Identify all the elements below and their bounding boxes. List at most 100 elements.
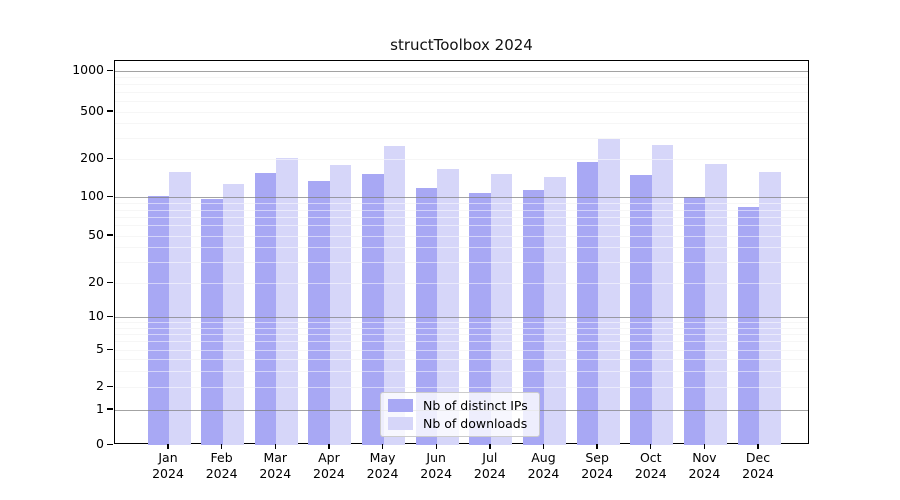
bar-distinct-ips-jan [147, 196, 169, 445]
gridline-major [115, 71, 808, 73]
bar-distinct-ips-oct [630, 175, 652, 445]
x-tick-mark [542, 444, 545, 449]
bar-distinct-ips-jun [415, 188, 438, 445]
gridline-minor-overlay [115, 247, 808, 249]
x-tick-mark [703, 444, 706, 449]
gridline-minor-overlay [115, 322, 808, 324]
gridline-minor-overlay [115, 203, 808, 205]
y-tick-mark [107, 281, 113, 283]
gridline-minor-overlay [115, 91, 808, 93]
y-tick-label-1000: 1000 [72, 62, 104, 78]
gridline-minor-overlay [115, 216, 808, 218]
x-tick-mark [274, 444, 276, 449]
y-tick-label-50: 50 [88, 226, 104, 242]
bar-downloads-oct [651, 144, 674, 445]
bar-distinct-ips-mar [254, 173, 277, 445]
legend-swatch-downloads [388, 417, 413, 430]
x-tick-label-nov: Nov 2024 [688, 450, 721, 481]
y-tick-label-10: 10 [88, 308, 104, 324]
x-tick-mark [596, 444, 598, 449]
y-tick-mark [107, 70, 113, 72]
y-tick-label-20: 20 [88, 273, 104, 289]
gridline-minor-overlay [115, 387, 808, 389]
bar-distinct-ips-dec [737, 206, 760, 445]
bars-layer [115, 61, 808, 445]
x-tick-mark [167, 444, 169, 449]
bar-downloads-apr [329, 165, 352, 445]
x-tick-label-apr: Apr 2024 [313, 450, 345, 481]
bar-distinct-ips-sep [576, 161, 599, 445]
y-tick-label-100: 100 [80, 188, 104, 204]
x-tick-label-dec: Dec 2024 [742, 450, 774, 481]
gridline-minor-overlay [115, 327, 808, 329]
x-tick-mark [650, 444, 652, 449]
gridline-minor-overlay [115, 137, 808, 139]
x-tick-label-jun: Jun 2024 [420, 450, 453, 481]
y-tick-label-1: 1 [96, 400, 104, 416]
bar-downloads-jan [169, 171, 191, 445]
gridline-minor-overlay [115, 84, 808, 86]
gridline-minor-overlay [115, 333, 808, 335]
gridline-minor-overlay [115, 282, 808, 284]
gridline-minor-overlay [115, 370, 808, 372]
bar-downloads-jun [437, 168, 459, 445]
bar-downloads-jul [490, 174, 513, 445]
gridline-minor-overlay [115, 358, 808, 360]
gridlines-over-layer [115, 61, 808, 443]
x-tick-label-mar: Mar 2024 [259, 450, 292, 481]
bar-distinct-ips-may [362, 174, 384, 445]
x-tick-label-oct: Oct 2024 [634, 450, 667, 481]
y-tick-mark [107, 234, 113, 236]
legend-label-downloads: Nb of downloads [423, 416, 528, 431]
y-tick-mark [107, 443, 113, 445]
x-tick-mark [435, 444, 437, 449]
bar-downloads-dec [759, 172, 781, 445]
y-tick-label-200: 200 [80, 149, 104, 165]
y-tick-label-0: 0 [96, 435, 104, 451]
y-tick-mark [107, 196, 113, 198]
gridline-minor-overlay [115, 235, 808, 237]
x-tick-label-feb: Feb 2024 [205, 450, 238, 481]
gridline-minor-overlay [115, 77, 808, 79]
legend-label-distinct-ips: Nb of distinct IPs [423, 398, 528, 413]
bar-downloads-aug [544, 176, 566, 445]
y-tick-mark [107, 348, 113, 350]
legend-item-distinct-ips: Nb of distinct IPs [388, 398, 531, 413]
gridline-major [115, 317, 808, 319]
bar-downloads-mar [276, 157, 298, 445]
chart-title: structToolbox 2024 [390, 36, 533, 54]
gridline-minor-overlay [115, 225, 808, 227]
bar-downloads-sep [598, 139, 620, 445]
x-tick-mark [489, 444, 491, 449]
x-tick-mark [220, 444, 223, 449]
plot-area [114, 60, 809, 445]
x-tick-label-jul: Jul 2024 [473, 450, 506, 481]
gridline-minor-overlay [115, 158, 808, 160]
legend-swatch-distinct-ips [388, 399, 413, 412]
x-tick-label-aug: Aug 2024 [527, 450, 560, 481]
bar-downloads-may [383, 145, 406, 445]
gridline-minor-overlay [115, 349, 808, 351]
x-tick-mark [757, 444, 759, 449]
bar-distinct-ips-nov [683, 197, 706, 445]
x-tick-mark [328, 444, 330, 449]
y-tick-mark [107, 408, 113, 410]
x-tick-label-jan: Jan 2024 [152, 450, 184, 481]
gridline-minor-overlay [115, 100, 808, 102]
y-tick-mark [107, 157, 113, 159]
gridline-minor-overlay [115, 111, 808, 113]
y-tick-label-2: 2 [96, 378, 104, 394]
gridline-minor-overlay [115, 209, 808, 211]
gridline-minor-overlay [115, 341, 808, 343]
gridline-minor-overlay [115, 261, 808, 263]
y-tick-label-5: 5 [96, 340, 104, 356]
x-tick-mark [381, 444, 384, 449]
y-tick-mark [107, 110, 113, 112]
y-tick-mark [107, 316, 113, 318]
gridline-major [115, 197, 808, 199]
bar-downloads-nov [705, 163, 727, 445]
bar-distinct-ips-apr [308, 180, 330, 445]
legend-item-downloads: Nb of downloads [388, 416, 531, 431]
legend: Nb of distinct IPs Nb of downloads [380, 392, 540, 437]
